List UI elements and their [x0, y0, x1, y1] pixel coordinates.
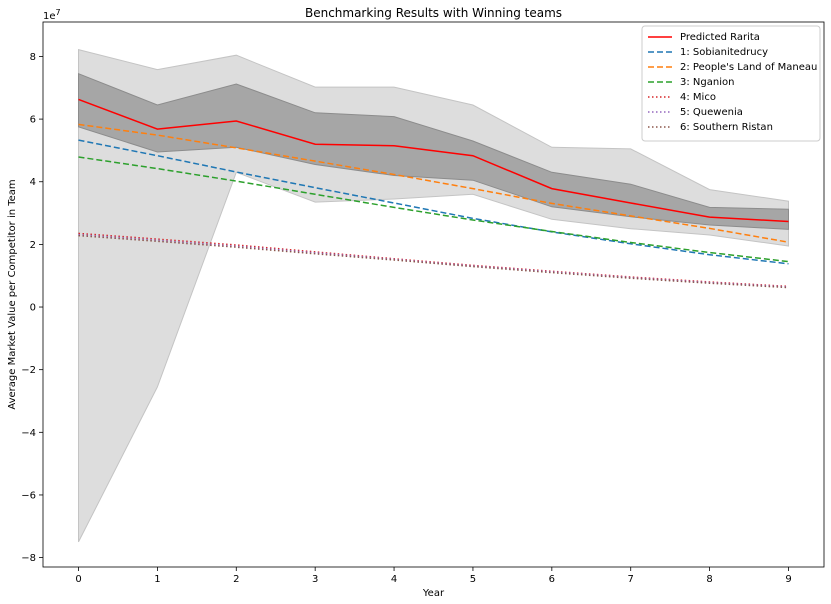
- legend-box: [641, 25, 821, 142]
- y-tick-label: −2: [21, 365, 36, 376]
- x-axis-title: Year: [422, 588, 445, 599]
- x-axis: 0 1 2 3 4 5 6 7 8 9: [75, 567, 792, 585]
- series-line-3: [78, 123, 789, 243]
- series-lines: [78, 98, 789, 289]
- band-2: [78, 72, 789, 230]
- y-tick-label: −6: [21, 490, 36, 501]
- legend-label: 3: Nganion: [680, 77, 734, 88]
- y-tick-label: 8: [30, 52, 36, 63]
- y-tick-label: −8: [21, 553, 36, 564]
- x-tick-label: 1: [154, 574, 160, 585]
- legend-label: 1: Sobianitedrucy: [680, 47, 768, 58]
- y-tick-label: 2: [30, 240, 36, 251]
- x-tick-label: 2: [233, 574, 239, 585]
- x-tick-label: 9: [785, 574, 791, 585]
- y-axis-title: Average Market Value per Competitor in T…: [7, 179, 18, 409]
- series-line-4: [78, 156, 789, 263]
- legend-label: 2: People's Land of Maneau: [680, 62, 817, 73]
- legend-label: Predicted Rarita: [680, 32, 760, 43]
- x-tick-label: 4: [391, 574, 397, 585]
- x-tick-label: 7: [628, 574, 634, 585]
- x-tick-label: 5: [470, 574, 476, 585]
- y-tick-label: 4: [30, 177, 36, 188]
- y-axis: −8 −6 −4 −2 0 2 4 6 8: [21, 52, 43, 564]
- series-line-2: [78, 139, 789, 265]
- x-tick-label: 0: [75, 574, 81, 585]
- y-tick-label: −4: [21, 428, 36, 439]
- legend-label: 5: Quewenia: [680, 107, 743, 118]
- x-tick-label: 3: [312, 574, 318, 585]
- series-line-7: [78, 234, 789, 289]
- legend-label: 4: Mico: [680, 92, 716, 103]
- confidence-bands: [78, 48, 789, 543]
- legend: Predicted Rarita 1: Sobianitedrucy 2: Peop…: [641, 25, 821, 142]
- series-line-1: [78, 98, 789, 223]
- y-tick-label: 0: [30, 303, 36, 314]
- legend-label: 6: Southern Ristan: [680, 122, 773, 133]
- x-tick-label: 8: [706, 574, 712, 585]
- y-tick-label: 6: [30, 115, 36, 126]
- band-1: [78, 48, 789, 543]
- x-tick-label: 6: [549, 574, 555, 585]
- chart-title: Benchmarking Results with Winning teams: [305, 6, 562, 20]
- plot-frame: [42, 21, 825, 568]
- y-axis-offset-label: 1e7: [43, 8, 61, 22]
